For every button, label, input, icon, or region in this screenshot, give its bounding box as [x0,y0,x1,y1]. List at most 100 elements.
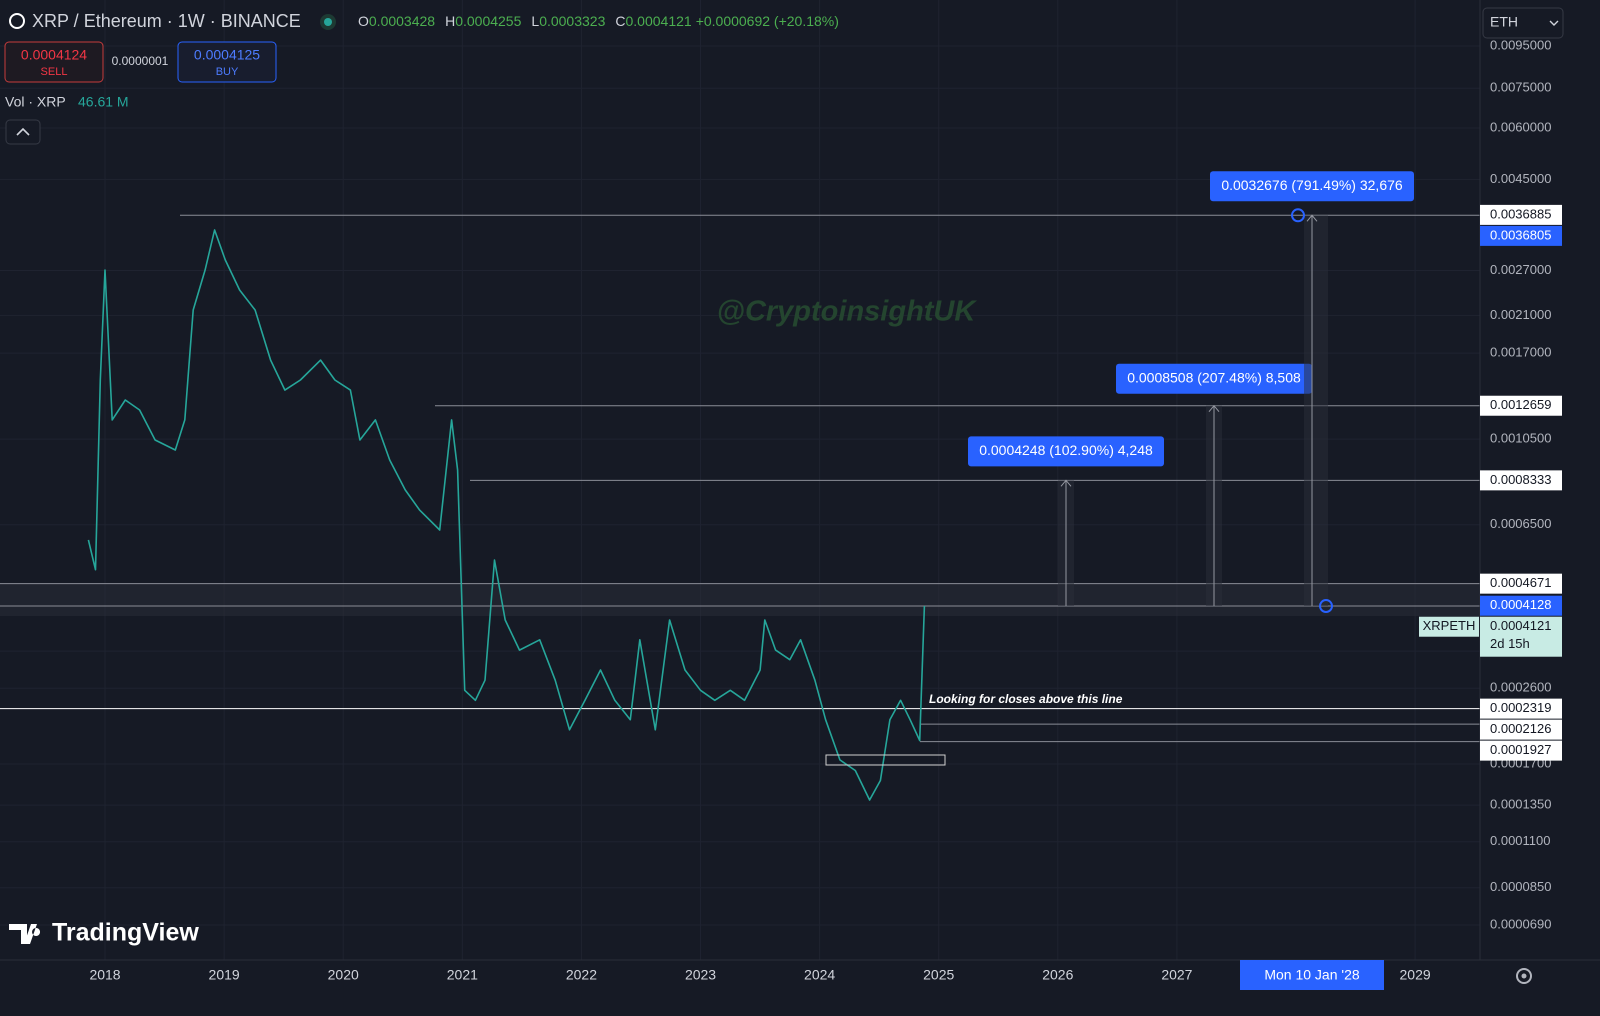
measure-box [1210,171,1414,202]
crosshair-date: Mon 10 Jan '28 [1264,967,1360,983]
time-axis: 2018 2019 2020 2021 2022 2023 2024 2025 2026 2027… [89,967,1430,983]
level-label: 0.0001927 [1490,742,1551,757]
x-tick-label: 2025 [923,967,954,983]
level-label: 0.0004128 [1490,597,1551,612]
price-line [87,229,926,801]
ohlc: O0.0003428 H0.0004255 L0.0003323 C0.0004121… [358,13,839,29]
y-tick-label: 0.0010500 [1490,431,1551,446]
price-axis-panel [1480,0,1600,1016]
level-box [1480,595,1562,616]
level-label: 0.0036805 [1490,227,1551,242]
logo: TradingView [52,919,199,947]
symbol-title[interactable]: XRP / Ethereum · 1W · BINANCE [32,11,301,31]
currency-dropdown[interactable] [1482,7,1564,39]
crosshair-date-box [1240,960,1384,990]
watermark: @CryptoinsightUK [717,296,978,328]
x-tick-label: 2024 [804,967,835,983]
countdown: 2d 15h [1490,636,1530,651]
level-box [1480,225,1562,246]
x-tick-label: 2019 [209,967,240,983]
x-tick-label: 2029 [1400,967,1431,983]
y-tick-label: 0.0095000 [1490,37,1551,52]
y-tick-label: 0.0045000 [1490,171,1551,186]
measure-arrowhead [1060,479,1072,487]
logo-icon [9,924,41,944]
currency: ETH [1490,14,1518,30]
measure-label: 0.0032676 (791.49%) 32,676 [1221,177,1403,193]
y-tick-label: 0.0000850 [1490,879,1551,894]
level-box [1480,719,1562,740]
settings-button[interactable] [1516,968,1532,984]
volume-value: 46.61 M [78,94,129,110]
sell-button[interactable] [4,41,104,83]
sell-label: SELL [41,66,68,78]
plot-area [0,214,1480,801]
sell-price: 0.0004124 [21,47,87,63]
ohlc-value: 0.0003428 [369,13,435,29]
y-tick-label: 0.0017000 [1490,345,1551,360]
ohlc-key: L [531,13,539,29]
measure-arrowhead [1306,214,1318,222]
measure-box [1116,363,1312,394]
annotation: Looking for closes above this line [929,692,1123,706]
level-label: 0.0036885 [1490,206,1551,221]
y-tick-label: 0.0021000 [1490,307,1551,322]
level-label: 0.0002319 [1490,700,1551,715]
level-box [1480,395,1562,416]
symbol-icon [9,13,25,29]
measure-label: 0.0008508 (207.48%) 8,508 [1127,369,1301,385]
y-tick-label: 0.0027000 [1490,262,1551,277]
ohlc-value: 0.0004121 [626,13,692,29]
ohlc-key: H [445,13,455,29]
level-box [1480,740,1562,761]
ohlc-key: O [358,13,369,29]
buy-label: BUY [216,66,239,78]
settings-icon [1521,973,1527,979]
range-box [825,754,946,766]
measure-handle [1319,599,1333,614]
x-tick-label: 2023 [685,967,716,983]
volume-label: Vol · XRP [5,94,66,110]
level-label: 0.0012659 [1490,397,1551,412]
x-tick-label: 2027 [1161,967,1192,983]
level-box [1480,470,1562,491]
buy-price: 0.0004125 [194,47,260,63]
price-change: +0.0000692 (+20.18%) [696,13,839,29]
x-tick-label: 2021 [447,967,478,983]
measure-range [1304,215,1328,607]
y-tick-label: 0.0075000 [1490,80,1551,95]
spread: 0.0000001 [112,54,169,68]
symbol-label: XRPETH [1423,618,1476,633]
y-tick-label: 0.0001100 [1490,833,1551,848]
collapse-button[interactable] [5,119,41,145]
overlays: 0.0004248 (102.90%) 4,248 0.0008508 (207.… [968,171,1479,637]
collapse-icon [16,127,30,136]
level-label: 0.0004121 [1490,618,1551,633]
level-box [1480,698,1562,719]
ohlc-key: C [615,13,625,29]
level-box [1480,204,1562,225]
x-tick-label: 2022 [566,967,597,983]
dropdown-icon [1549,20,1559,26]
market-status-dot [324,18,332,26]
measure-handle [1291,208,1305,223]
level-label: 0.0002126 [1490,721,1551,736]
y-tick-label: 0.0000690 [1490,916,1551,931]
ohlc-value: 0.0003323 [539,13,605,29]
measure-label: 0.0004248 (102.90%) 4,248 [979,442,1153,458]
measure-box [968,436,1164,467]
symbol-box [1419,616,1479,637]
y-tick-label: 0.0002600 [1490,680,1551,695]
level-label: 0.0004671 [1490,575,1551,590]
x-tick-label: 2020 [328,967,359,983]
consolidation-band [0,583,1480,617]
y-tick-label: 0.0006500 [1490,516,1551,531]
measure-arrowhead [1208,404,1220,413]
buy-button[interactable] [177,41,277,83]
ohlc-value: 0.0004255 [455,13,521,29]
x-tick-label: 2018 [89,967,120,983]
